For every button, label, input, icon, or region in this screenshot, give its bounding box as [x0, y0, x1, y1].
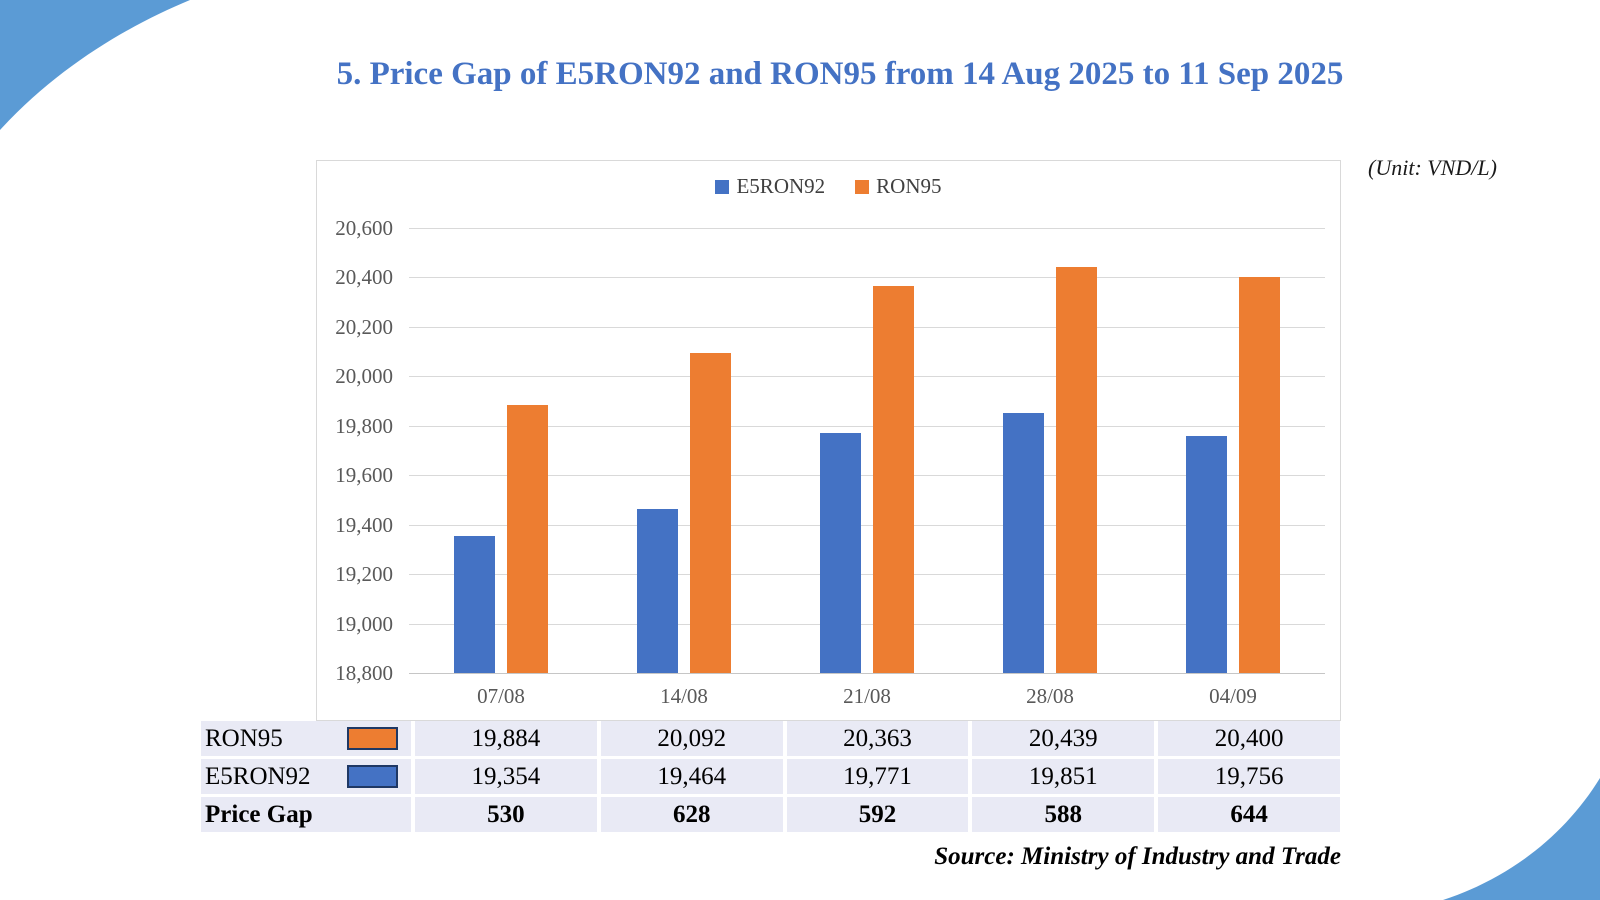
y-axis-tick-label: 20,600 [335, 215, 393, 240]
chart-legend: E5RON92 RON95 [317, 174, 1340, 199]
row-label-text: E5RON92 [205, 762, 311, 790]
y-axis-tick-label: 19,800 [335, 413, 393, 438]
table-cell: 530 [415, 797, 597, 832]
gridline [409, 277, 1325, 278]
x-axis-label: 21/08 [843, 684, 891, 708]
bar-e5ron92-2108 [820, 433, 861, 673]
chart-plot-area: 18,800 19,000 19,200 19,400 19,600 19,800 20,0… [317, 161, 1340, 720]
gridline [409, 227, 1325, 229]
bar-ron95-0409 [1239, 277, 1280, 673]
x-axis-label: 28/08 [1026, 684, 1074, 708]
price-gap-bar-chart: E5RON92 RON95 18,800 19,000 19,200 19,400 19,… [316, 160, 1341, 721]
table-cell: 19,756 [1158, 759, 1340, 794]
table-row-e5ron92: E5RON92 19,354 19,464 19,771 19,851 19,756 [201, 759, 1340, 794]
y-axis-tick-label: 18,800 [335, 661, 393, 685]
bar-ron95-0708 [507, 405, 548, 673]
y-axis-tick-label: 19,600 [335, 463, 393, 487]
legend-label: RON95 [876, 174, 942, 198]
table-cell: 19,354 [415, 759, 597, 794]
table-row-label: Price Gap [201, 797, 411, 832]
bar-e5ron92-0409 [1186, 436, 1227, 673]
gridline [409, 623, 1325, 625]
table-cell: 20,092 [600, 721, 783, 756]
table-cell: 20,363 [786, 721, 969, 756]
gridline [409, 524, 1325, 526]
y-axis-tick-label: 20,200 [335, 314, 393, 339]
gridline [409, 425, 1325, 427]
unit-note: (Unit: VND/L) [1368, 155, 1497, 180]
bar-e5ron92-1408 [637, 509, 678, 673]
row-color-swatch-icon [347, 765, 398, 788]
gridline [409, 376, 1325, 377]
y-axis-tick-label: 19,400 [335, 512, 393, 537]
row-label-text: RON95 [205, 724, 283, 752]
table-cell: 592 [786, 797, 969, 832]
table-cell: 19,884 [415, 721, 597, 756]
legend-swatch-icon [855, 179, 870, 194]
x-axis-label: 14/08 [660, 684, 708, 708]
table-cell: 19,771 [786, 759, 969, 794]
gridline [409, 326, 1325, 328]
page-title: 5. Price Gap of E5RON92 and RON95 from 1… [336, 56, 1344, 92]
bottom-right-curve-decoration [1443, 778, 1600, 900]
legend-item-ron95: RON95 [855, 174, 942, 199]
bar-ron95-2808 [1056, 267, 1097, 673]
table-row-price-gap: Price Gap 530 628 592 588 644 [201, 797, 1340, 832]
table-cell: 644 [1158, 797, 1340, 832]
price-data-table: RON95 19,884 20,092 20,363 20,439 20,400 E5RON… [201, 721, 1340, 835]
y-axis-tick-label: 19,000 [335, 611, 393, 636]
table-row-ron95: RON95 19,884 20,092 20,363 20,439 20,400 [201, 721, 1340, 756]
table-cell: 19,464 [600, 759, 783, 794]
gridline [409, 475, 1325, 476]
legend-label: E5RON92 [736, 174, 826, 198]
table-row-label: RON95 [201, 721, 411, 756]
table-cell: 588 [972, 797, 1155, 832]
row-color-swatch-icon [347, 727, 398, 750]
table-cell: 19,851 [972, 759, 1155, 794]
gridline [409, 574, 1325, 575]
x-axis-label: 07/08 [477, 684, 525, 708]
gridline [409, 673, 1325, 674]
bar-ron95-2108 [873, 286, 914, 673]
table-row-label: E5RON92 [201, 759, 411, 794]
legend-item-e5ron92: E5RON92 [715, 174, 825, 199]
x-axis-label: 04/09 [1209, 684, 1257, 708]
table-cell: 20,400 [1158, 721, 1340, 756]
table-cell: 628 [600, 797, 783, 832]
source-note: Source: Ministry of Industry and Trade [934, 843, 1341, 870]
y-axis-tick-label: 19,200 [335, 562, 393, 586]
bar-ron95-1408 [690, 353, 731, 673]
y-axis-tick-label: 20,000 [335, 364, 393, 388]
y-axis-tick-label: 20,400 [335, 265, 393, 289]
bar-e5ron92-2808 [1003, 413, 1044, 673]
row-label-text: Price Gap [205, 800, 313, 828]
legend-swatch-icon [715, 179, 730, 194]
table-cell: 20,439 [972, 721, 1155, 756]
bar-e5ron92-0708 [454, 536, 495, 673]
